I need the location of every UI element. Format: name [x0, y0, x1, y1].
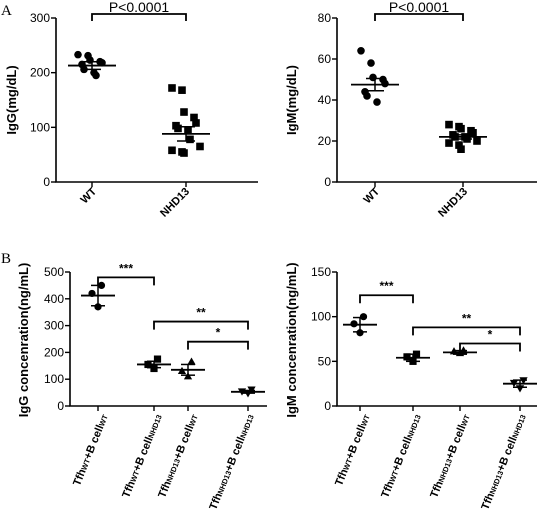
chart-igg-serum: 0 100 200 300 IgG(mg/dL) WT NHD13 P<0.0001 [4, 0, 258, 220]
category-label: WT [362, 185, 383, 206]
data-point [356, 329, 364, 337]
y-tick-label: 0 [324, 399, 331, 413]
y-tick-label: 80 [318, 11, 332, 25]
y-tick-label: 60 [318, 52, 332, 66]
axis-lines [336, 18, 537, 183]
significance-bracket [91, 13, 187, 21]
data-point [180, 149, 188, 157]
data-point [445, 120, 453, 129]
data-point [457, 145, 465, 153]
y-axis-label: IgG(mg/dL) [4, 65, 19, 134]
category-label: TfhNHD13+B cellWT [428, 412, 473, 500]
y-tick-label: 100 [30, 120, 50, 134]
axis-lines [55, 18, 258, 183]
data-point [168, 146, 176, 155]
y-tick-label: 100 [311, 310, 331, 324]
data-point [187, 357, 196, 365]
significance-bracket [359, 294, 414, 304]
data-point [363, 92, 371, 100]
significance-bracket [459, 342, 521, 352]
y-tick-label: 200 [44, 345, 64, 359]
data-point [178, 86, 186, 94]
category-label: TfhWT+B cellWT [333, 412, 373, 488]
significance-bracket [412, 326, 521, 336]
y-tick-label: 40 [318, 93, 332, 107]
significance-label: ** [196, 306, 206, 320]
panel-label-b: B [1, 251, 11, 267]
y-axis-label: IgG concenration(ng/mL) [16, 263, 31, 418]
significance-bracket [187, 340, 249, 350]
y-tick-label: 20 [318, 134, 332, 148]
category-label: TfhNHD13+B cellNHD13 [207, 413, 256, 512]
axis-lines [336, 272, 537, 407]
y-tick-label: 200 [30, 66, 50, 80]
axis-lines [69, 272, 267, 407]
significance-label: *** [119, 261, 133, 275]
data-point [381, 79, 389, 88]
category-label: NHD13 [158, 186, 192, 220]
data-point [168, 84, 176, 92]
y-tick-label: 50 [318, 354, 332, 368]
data-point [190, 113, 198, 122]
significance-label: ** [462, 311, 472, 325]
category-label: TfhWT+B cellNHD13 [120, 413, 165, 500]
y-tick-label: 150 [311, 265, 331, 279]
y-tick-label: 100 [44, 372, 64, 386]
data-point [92, 71, 100, 80]
data-point [196, 142, 204, 151]
data-point [457, 124, 465, 133]
category-label: TfhWT+B cellNHD13 [379, 413, 424, 500]
category-label: TfhNHD13+B cellWT [156, 412, 201, 500]
y-tick-label: 400 [44, 292, 64, 306]
significance-label: *** [379, 279, 393, 293]
category-label: WT [79, 185, 100, 206]
data-point [357, 47, 365, 55]
data-point [469, 129, 477, 137]
data-point [153, 355, 162, 363]
panel-label-a: A [1, 3, 12, 19]
y-tick-label: 0 [43, 175, 50, 189]
y-tick-label: 300 [30, 11, 50, 25]
significance-bracket [374, 13, 464, 21]
data-point [150, 364, 158, 373]
data-point [192, 119, 200, 127]
data-point [186, 135, 194, 144]
data-point [473, 137, 481, 145]
significance-bracket [153, 320, 249, 330]
chart-igm-serum: 0 20 40 60 80 IgM(mg/dL) WT NHD13 P<0.0001 [284, 0, 537, 220]
significance-label: * [216, 326, 221, 340]
significance-label: * [488, 327, 493, 341]
category-label: TfhWT+B cellWT [71, 412, 111, 488]
y-axis-label: IgM(mg/dL) [284, 65, 299, 135]
y-tick-label: 0 [57, 399, 64, 413]
chart-igm-coculture: 0 50 100 150 IgM concenration(ng/mL) TfhWT+B … [284, 262, 537, 512]
y-tick-label: 0 [324, 175, 331, 189]
y-axis-label: IgM concenration(ng/mL) [284, 262, 299, 417]
data-point [180, 108, 188, 116]
category-label: TfhNHD13+B cellNHD13 [479, 413, 528, 512]
y-tick-label: 500 [44, 265, 64, 279]
significance-label: P<0.0001 [109, 0, 170, 15]
data-point [74, 50, 82, 59]
data-point [367, 59, 375, 67]
data-point [174, 124, 182, 133]
chart-igg-coculture: 0 100 200 300 400 500 IgG concenration(ng/mL) T… [16, 261, 267, 512]
data-point [359, 313, 368, 321]
significance-label: P<0.0001 [389, 0, 450, 15]
y-tick-label: 300 [44, 319, 64, 333]
data-point [445, 139, 453, 147]
data-point [455, 141, 463, 149]
category-label: NHD13 [436, 186, 470, 220]
data-point [184, 126, 192, 134]
significance-bracket [97, 276, 155, 286]
data-point [373, 98, 381, 106]
